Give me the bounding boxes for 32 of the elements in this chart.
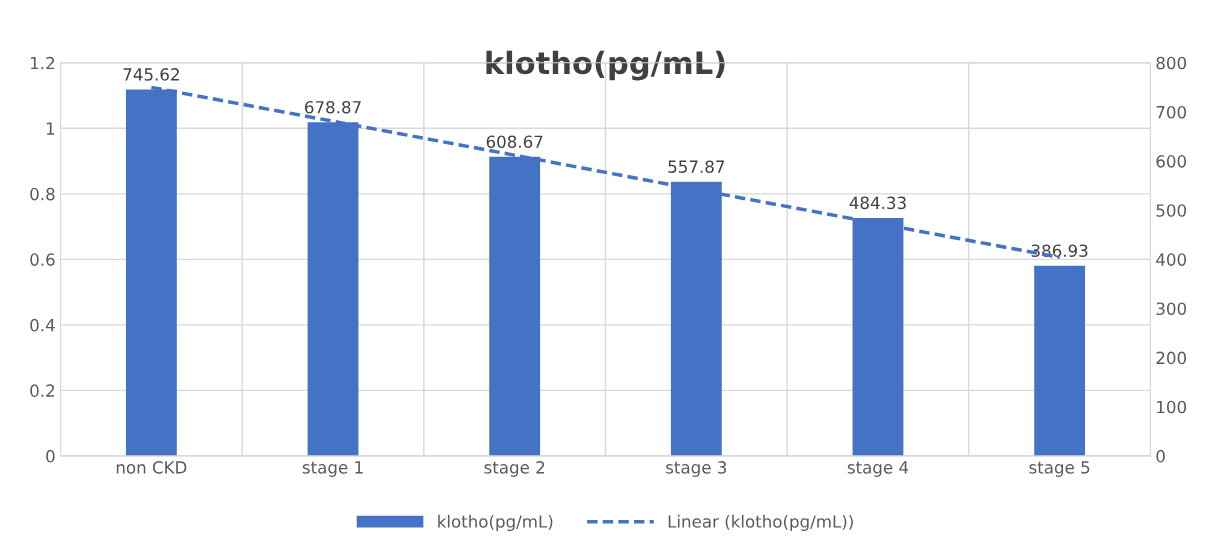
x-tick-label: stage 3 <box>666 461 727 477</box>
data-label: 484.33 <box>849 196 906 210</box>
y-tick-label: 0.2 <box>30 384 55 397</box>
y-tick-label: 0.8 <box>30 187 55 201</box>
legend-label: klotho(pg/mL) <box>438 514 553 531</box>
y2-tick-label: 0 <box>1156 449 1165 463</box>
x-tick-label: stage 2 <box>484 461 545 477</box>
x-tick-label: non CKD <box>116 461 187 474</box>
y2-tick-label: 400 <box>1156 253 1187 266</box>
y-tick-label: 0 <box>46 449 55 463</box>
data-label: 386.93 <box>1031 244 1088 257</box>
y2-tick-label: 700 <box>1156 105 1187 119</box>
x-tick-label: stage 4 <box>847 461 909 477</box>
bar <box>1034 265 1086 456</box>
chart-title: klotho(pg/mL) <box>486 50 725 81</box>
y2-tick-label: 500 <box>1156 204 1187 217</box>
y-tick-label: 0.6 <box>30 253 55 266</box>
x-tick-label: stage 5 <box>1029 461 1090 477</box>
data-label: 678.87 <box>305 100 361 114</box>
data-label: 557.87 <box>668 160 725 173</box>
y-tick-label: 1.2 <box>31 56 55 70</box>
y2-tick-label: 100 <box>1157 400 1187 414</box>
y-tick-label: 0.4 <box>30 318 55 332</box>
x-tick-label: stage 1 <box>302 461 363 477</box>
legend-label: Linear (klotho(pg/mL)) <box>668 514 853 531</box>
y-tick-label: 1 <box>46 122 55 135</box>
y2-tick-label: 300 <box>1156 302 1187 316</box>
data-label: 608.67 <box>486 135 543 149</box>
y2-tick-label: 200 <box>1156 351 1187 365</box>
y2-tick-label: 600 <box>1156 155 1187 168</box>
data-label: 745.62 <box>123 68 179 81</box>
y2-tick-label: 800 <box>1156 56 1187 70</box>
